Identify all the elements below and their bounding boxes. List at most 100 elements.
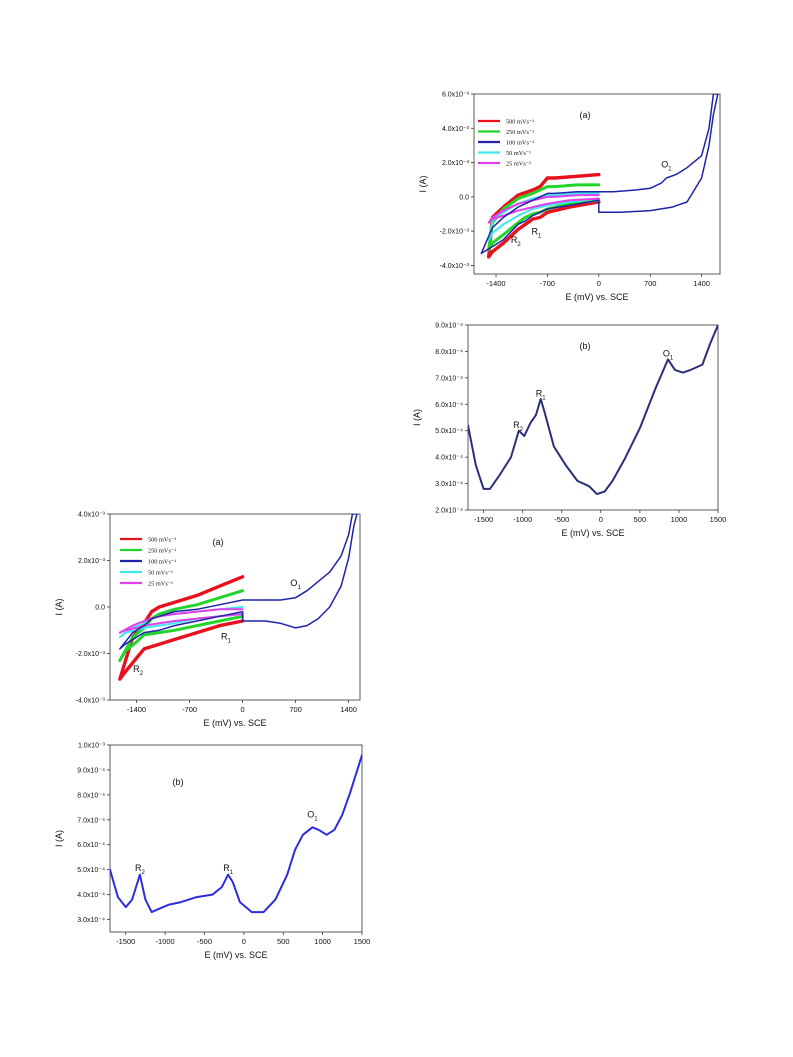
legend-label: 500 mVs⁻¹ — [148, 537, 176, 544]
y-tick-label: -4.0x10⁻³ — [76, 698, 106, 705]
plot-frame — [473, 93, 721, 275]
y-tick-label: 4.0x10⁻³ — [442, 126, 470, 133]
y-axis-label: I (A) — [54, 830, 64, 847]
peak-annotation: R1 — [221, 632, 232, 645]
x-tick-label: 1000 — [671, 515, 688, 524]
panel-label: (a) — [580, 110, 591, 120]
y-axis-label: I (A) — [54, 598, 64, 615]
chart-fig1a: -1400 -700 0 700 1400 -4.0x10⁻³ -2.0x10⁻³ 0.0 2.… — [418, 92, 721, 302]
series-line-4 — [118, 608, 244, 634]
x-tick-label: 1400 — [693, 279, 710, 288]
series-line-1 — [118, 575, 245, 681]
peak-annotation: R2 — [133, 664, 144, 677]
peak-annotation: O1 — [661, 160, 672, 173]
y-axis-label: I (A) — [412, 409, 422, 426]
plot-frame — [467, 324, 719, 511]
y-tick-label: 6.0x10⁻⁴ — [435, 402, 463, 409]
legend-label: 50 mVs⁻¹ — [148, 570, 173, 577]
panel-label: (b) — [580, 341, 591, 351]
y-tick-label: 0.0 — [459, 194, 469, 201]
legend-label: 100 mVs⁻¹ — [148, 559, 176, 566]
x-tick-label: -1500 — [474, 515, 493, 524]
x-tick-label: 0 — [599, 515, 603, 524]
y-tick-label: 6.0x10⁻⁴ — [77, 842, 105, 849]
y-tick-label: 5.0x10⁻⁴ — [435, 428, 463, 435]
x-tick-label: 0 — [240, 705, 244, 714]
panel-label: (b) — [173, 777, 184, 787]
peak-annotation: O1 — [290, 578, 301, 591]
y-tick-label: 1.0x10⁻³ — [78, 743, 106, 750]
legend-label: 250 mVs⁻¹ — [506, 129, 534, 136]
y-tick-label: 4.0x10⁻³ — [78, 512, 106, 519]
legend-label: 50 mVs⁻¹ — [506, 150, 531, 157]
y-tick-label: 3.0x10⁻⁴ — [435, 481, 463, 488]
y-tick-label: 2.0x10⁻⁴ — [435, 508, 463, 515]
x-axis-label: E (mV) vs. SCE — [565, 292, 628, 302]
x-tick-label: 500 — [634, 515, 647, 524]
panel-label: (a) — [213, 537, 224, 547]
x-tick-label: 1500 — [710, 515, 727, 524]
legend-label: 500 mVs⁻¹ — [506, 119, 534, 126]
x-tick-label: -1400 — [127, 705, 146, 714]
x-tick-label: -500 — [197, 937, 212, 946]
peak-annotation: R2 — [513, 420, 524, 433]
x-tick-label: -700 — [182, 705, 197, 714]
series-line-1 — [468, 325, 718, 496]
x-axis-label: E (mV) vs. SCE — [561, 528, 624, 538]
x-tick-label: -1000 — [513, 515, 532, 524]
x-tick-label: 0 — [597, 279, 601, 288]
y-tick-label: 5.0x10⁻⁴ — [77, 867, 105, 874]
legend-label: 25 mVs⁻¹ — [148, 581, 173, 588]
x-tick-label: 700 — [644, 279, 657, 288]
y-tick-label: 9.0x10⁻⁴ — [77, 767, 105, 774]
y-tick-label: 6.0x10⁻³ — [442, 92, 470, 99]
x-tick-label: 0 — [242, 937, 246, 946]
chart-fig2a: -1400 -700 0 700 1400 -4.0x10⁻³ -2.0x10⁻³ 0.0 2.… — [54, 512, 361, 728]
peak-annotation: R1 — [531, 227, 542, 240]
y-tick-label: 4.0x10⁻⁴ — [435, 455, 463, 462]
series-line-1 — [110, 754, 362, 914]
y-tick-label: -2.0x10⁻³ — [440, 229, 470, 236]
x-tick-label: 1400 — [340, 705, 357, 714]
x-tick-label: 500 — [277, 937, 290, 946]
x-tick-label: 1000 — [314, 937, 331, 946]
series-line-1 — [487, 172, 601, 259]
y-tick-label: 3.0x10⁻⁴ — [77, 917, 105, 924]
x-tick-label: 1500 — [354, 937, 371, 946]
y-tick-label: 2.0x10⁻³ — [442, 160, 470, 167]
x-tick-label: -1000 — [156, 937, 175, 946]
peak-annotation: R2 — [511, 235, 522, 248]
chart-fig1b: -1500 -1000 -500 0 500 1000 1500 2.0x10⁻⁴ 3.0x10… — [412, 323, 726, 539]
legend-label: 100 mVs⁻¹ — [506, 140, 534, 147]
x-tick-label: -1400 — [486, 279, 505, 288]
series-line-5 — [480, 94, 719, 255]
x-axis-label: E (mV) vs. SCE — [203, 718, 266, 728]
y-tick-label: 8.0x10⁻⁴ — [435, 349, 463, 356]
legend-label: 250 mVs⁻¹ — [148, 548, 176, 555]
y-tick-label: 7.0x10⁻⁴ — [77, 817, 105, 824]
y-axis-label: I (A) — [418, 175, 428, 192]
series-line-2 — [118, 589, 245, 662]
y-tick-label: 8.0x10⁻⁴ — [77, 792, 105, 799]
chart-fig2b: -1500 -1000 -500 0 500 1000 1500 3.0x10⁻⁴ 4.0x10… — [54, 743, 370, 961]
peak-annotation: O1 — [663, 349, 674, 362]
series-line-5 — [119, 514, 358, 650]
y-tick-label: 7.0x10⁻⁴ — [435, 375, 463, 382]
plot-frame — [109, 744, 363, 933]
y-tick-label: -4.0x10⁻³ — [440, 263, 470, 270]
peak-annotation: R1 — [536, 388, 547, 401]
y-tick-label: 0.0 — [95, 605, 105, 612]
peak-annotation: R1 — [223, 863, 234, 876]
y-tick-label: -2.0x10⁻³ — [76, 651, 106, 658]
x-tick-label: -500 — [554, 515, 569, 524]
peak-annotation: O1 — [307, 809, 318, 822]
y-tick-label: 2.0x10⁻³ — [78, 558, 106, 565]
legend-label: 25 mVs⁻¹ — [506, 161, 531, 168]
series-line-3 — [487, 192, 600, 241]
y-tick-label: 4.0x10⁻⁴ — [77, 892, 105, 899]
series-line-4 — [487, 194, 600, 224]
x-tick-label: -1500 — [116, 937, 135, 946]
x-tick-label: 700 — [289, 705, 302, 714]
